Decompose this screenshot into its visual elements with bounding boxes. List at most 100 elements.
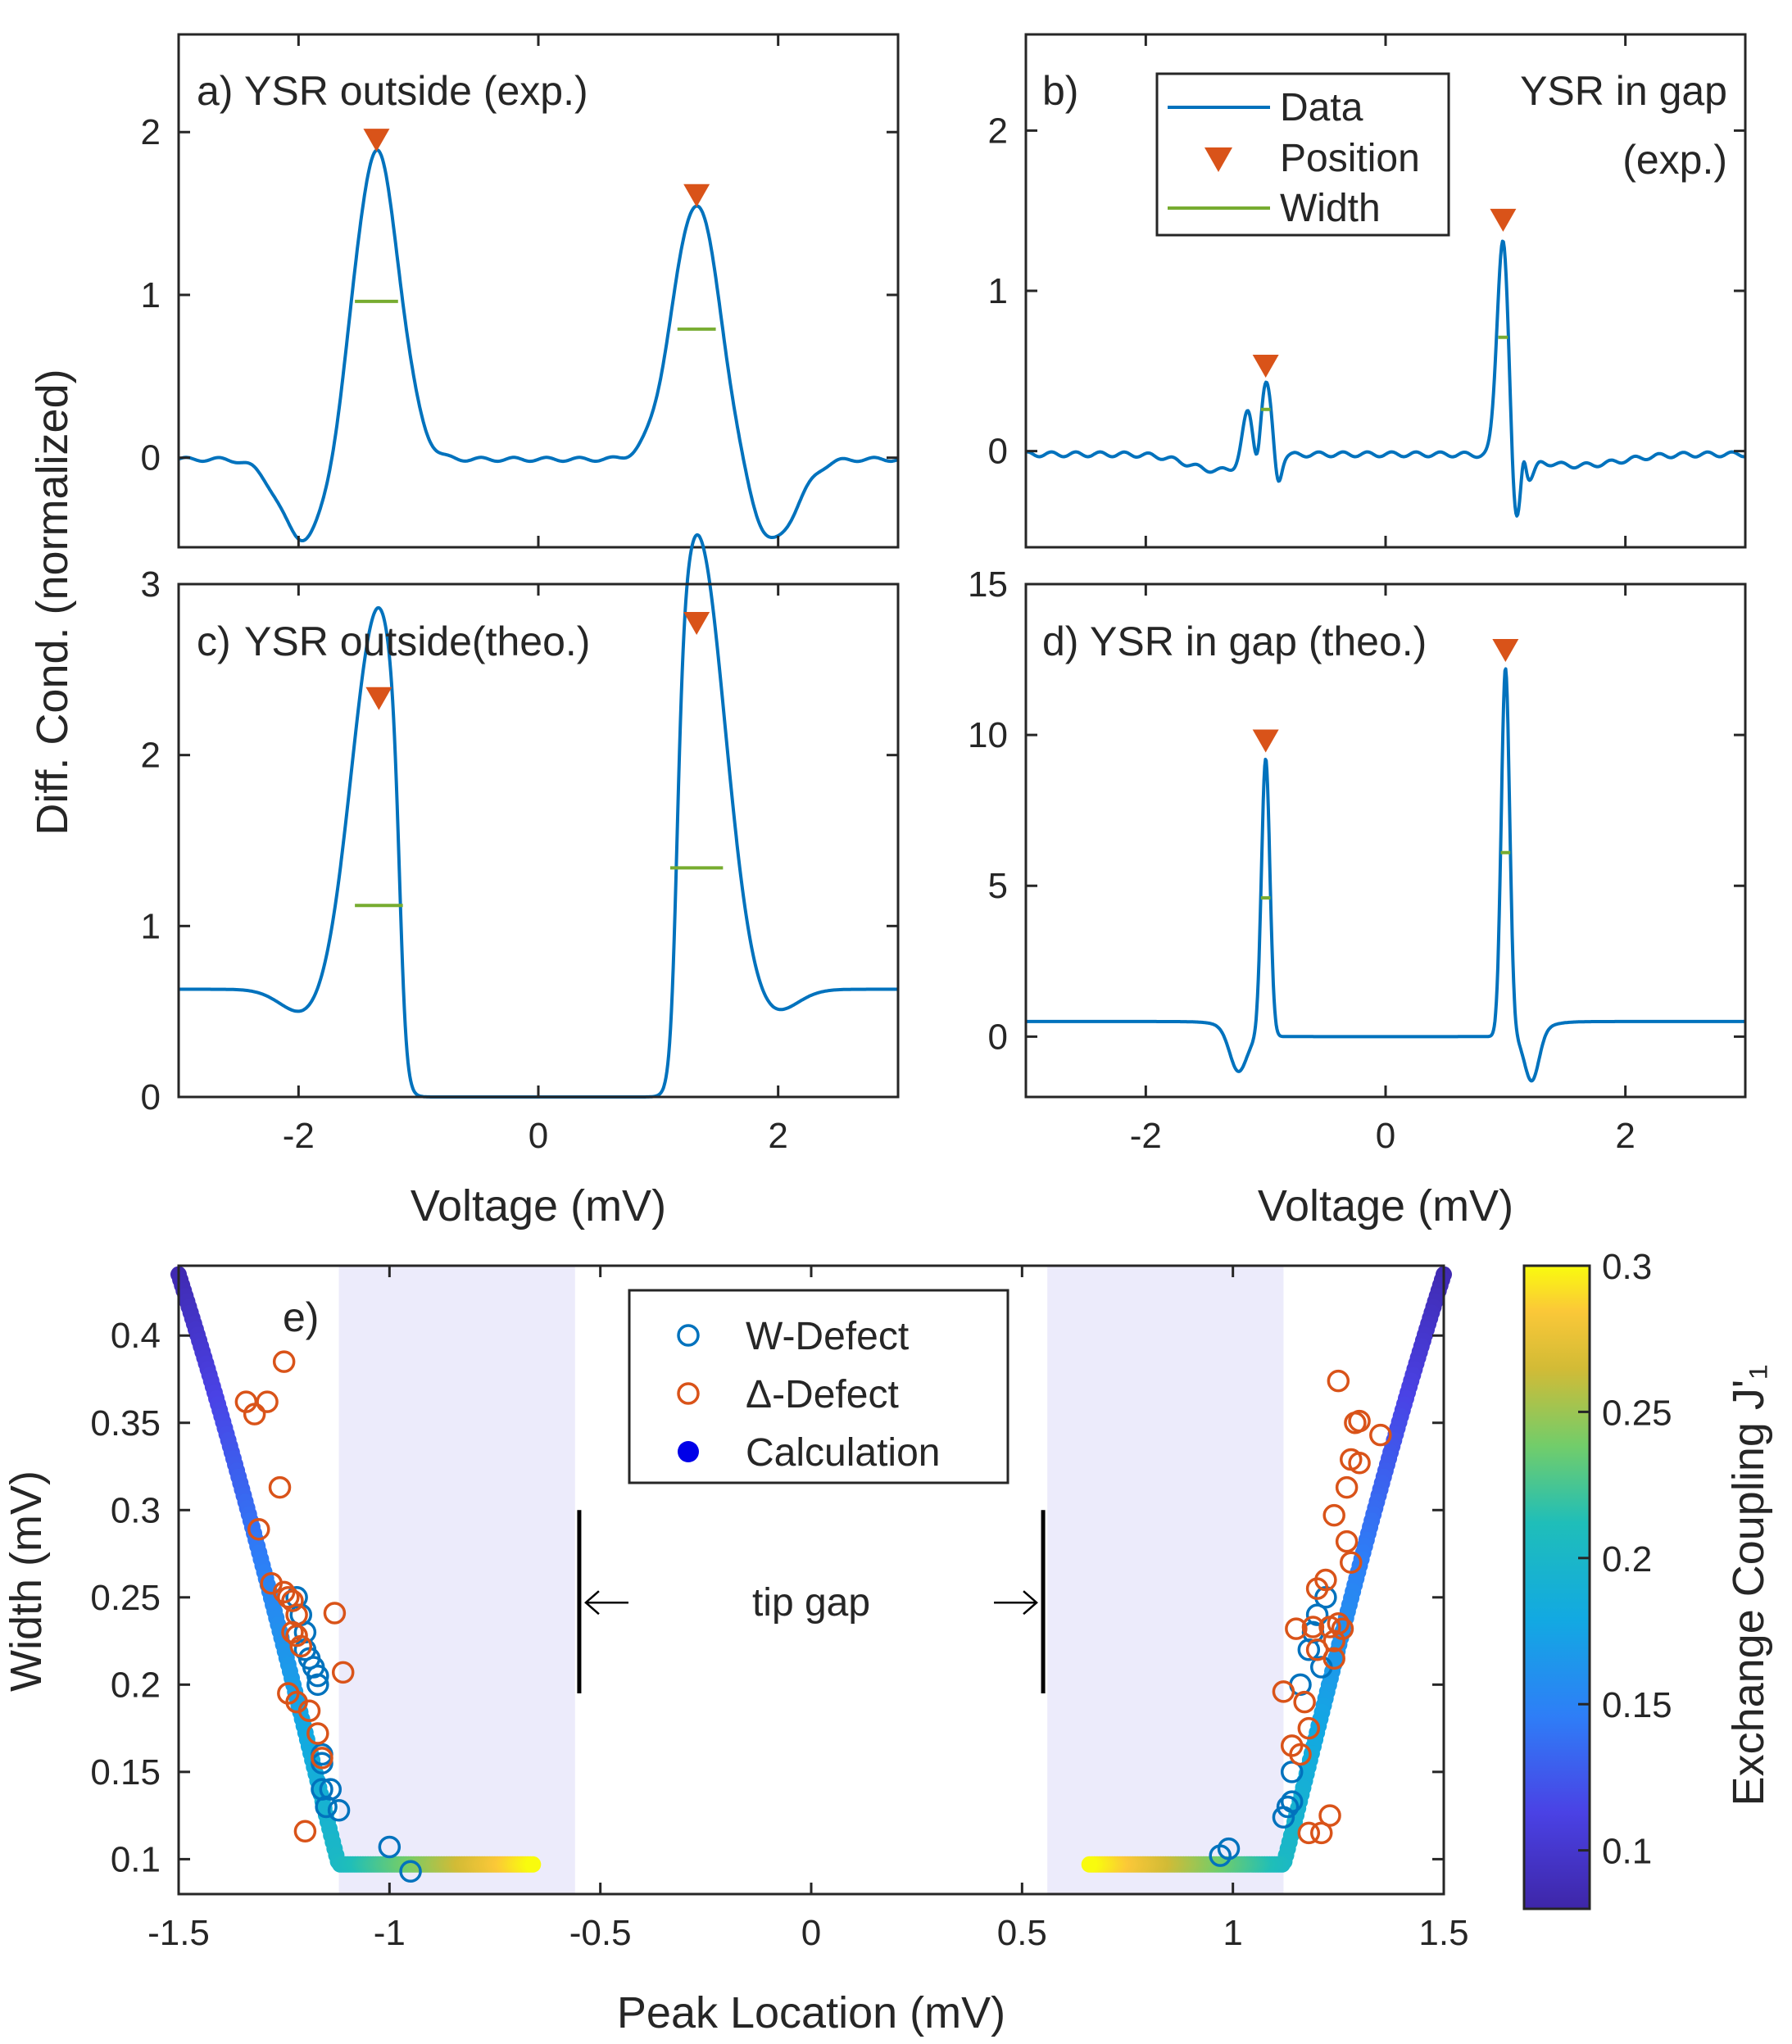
delta-defect-point [243,1403,266,1425]
delta-defect-point [1322,1503,1345,1527]
y-tick-label: 3 [141,564,161,605]
position-marker [1492,639,1519,663]
y-tick-label: 0.4 [111,1316,161,1356]
x-tick-label: 2 [768,1116,787,1156]
data-line [1024,667,1747,1083]
delta-defect-point [1322,1647,1345,1670]
colorbar-gradient [1522,1264,1591,1910]
panel-label: a) [197,68,233,114]
tip-gap-label: tip gap [752,1581,870,1625]
legend-width-label: Width [1280,187,1381,230]
w-defect-point [306,1673,329,1697]
y-tick-label: 2 [988,111,1008,151]
delta-defect-point [1309,1821,1333,1845]
x-tick-label: -2 [283,1116,315,1156]
w-defect-point [1280,1790,1304,1813]
delta-defect-point [311,1747,333,1770]
delta-defect-point [1331,1617,1354,1640]
colorbar: 0.1 0.15 0.2 0.25 0.3 Exchange Coupling J'₁ [1522,1247,1773,1910]
x-tick-label: -1 [374,1913,406,1953]
panel-label: d) [1042,619,1078,664]
colorbar-tick-label: 0.1 [1602,1832,1652,1872]
x-tick-label: -1.5 [147,1913,210,1953]
x-tick-label: 0.5 [997,1913,1047,1953]
colorbar-tick-label: 0.2 [1602,1539,1652,1579]
delta-defect-point [293,1820,317,1843]
tip-gap-arrow-right [994,1590,1038,1616]
delta-defect-point [247,1517,270,1541]
x-tick-label: -0.5 [569,1913,632,1953]
x-tick-label: 1.5 [1418,1913,1468,1953]
colorbar-label: Exchange Coupling J'₁ [1724,1365,1773,1806]
w-defect-point [1280,1761,1304,1783]
tip-gap-band [338,1266,575,1894]
w-defect-point [1217,1837,1241,1860]
legend-calculation-swatch [678,1441,699,1462]
delta-defect-point [1327,1369,1350,1393]
panel-title: YSR outside (exp.) [244,68,588,114]
delta-defect-point [1335,1530,1359,1553]
panel-title: YSR in gap (theo.) [1090,619,1427,664]
y-tick-label: 0.25 [90,1578,161,1618]
y-tick-label: 2 [141,112,161,152]
calculation-point [1081,1856,1098,1873]
y-tick-label: 0.3 [111,1490,161,1530]
delta-defect-point [1335,1475,1359,1499]
axes-box [1024,33,1747,549]
position-marker [1490,208,1517,232]
delta-defect-point [268,1475,292,1499]
panel-a: 0 1 2 a) YSR outside (exp.) [141,33,900,549]
y-tick-label: 0.35 [90,1403,161,1443]
legend-delta-defect-swatch [677,1382,700,1405]
delta-defect-point [1327,1612,1350,1635]
delta-defect-point [306,1722,329,1745]
legend-position-label: Position [1280,137,1420,180]
panel-d: 0 5 10 15 -2 0 2 d) YSR in gap (theo.) Voltage (m… [968,564,1747,1230]
axes-box [1024,582,1747,1099]
x-axis-label: Voltage (mV) [411,1181,666,1230]
calculation-point [524,1856,542,1873]
y-tick-label: 0 [141,1077,161,1117]
delta-defect-point [289,1634,313,1658]
x-tick-label: 0 [801,1913,821,1953]
delta-defect-point [1289,1743,1312,1766]
delta-defect-point [1348,1409,1371,1433]
y-tick-label: 0 [141,438,161,478]
legend-w-defect-label: W-Defect [746,1315,909,1358]
delta-defect-point [1301,1616,1325,1638]
delta-defect-point [323,1602,347,1625]
legend-calculation-label: Calculation [746,1431,940,1475]
x-tick-label: 2 [1615,1116,1635,1156]
w-defect-point [327,1798,351,1822]
delta-defect-point [297,1699,321,1723]
position-marker [683,611,710,635]
data-line [1025,239,1746,518]
tip-gap-arrow-left [584,1590,628,1616]
colorbar-tick-label: 0.15 [1602,1685,1672,1725]
panel-c: 0 1 2 3 -2 0 2 c) YSR outside(theo.) Voltage (mV) [141,533,900,1230]
delta-defect-point [1285,1617,1308,1640]
delta-defect-point [1369,1423,1392,1447]
y-tick-label: 0 [988,432,1008,472]
delta-defect-point [272,1350,296,1373]
x-tick-label: 1 [1223,1913,1242,1953]
delta-defect-point [277,1586,300,1609]
tip-gap-band [1047,1266,1284,1894]
x-axis-label: Peak Location (mV) [617,1988,1005,2037]
delta-defect-point [1297,1716,1321,1740]
legend-e: W-Defect Δ-Defect Calculation [628,1289,1009,1484]
axes-box [177,33,900,549]
delta-defect-point [1318,1804,1341,1827]
y-tick-label: 1 [141,275,161,315]
axes-box [177,1264,1445,1896]
panel-title: YSR outside(theo.) [244,619,590,664]
delta-defect-point [281,1589,304,1612]
diff-cond-ylabel: Diff. Cond. (normalized) [28,369,77,835]
legend-data-label: Data [1280,86,1363,129]
delta-defect-point [1348,1452,1371,1475]
y-axis-label: Width (mV) [2,1471,51,1692]
y-tick-label: 10 [968,715,1008,755]
y-tick-label: 1 [988,271,1008,311]
delta-defect-point [1314,1568,1337,1592]
w-defect-point [1276,1795,1300,1819]
